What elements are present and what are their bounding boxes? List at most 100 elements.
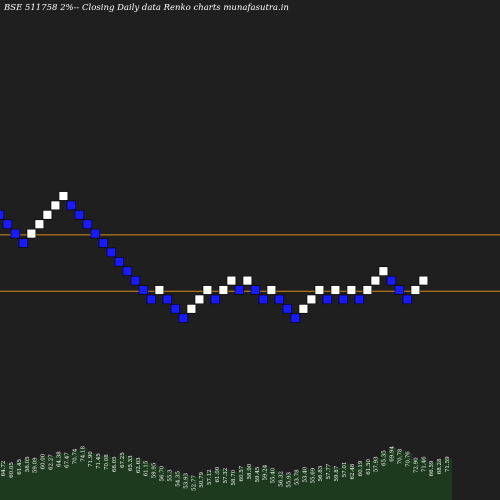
renko-brick-up [362,285,373,295]
volume-label: 60.19 [358,460,364,476]
renko-brick-down [178,313,189,323]
renko-brick-down [74,210,85,220]
renko-brick-down [82,219,93,229]
volume-label: 62.27 [49,454,55,470]
volume-area [0,448,452,500]
renko-brick-up [202,285,213,295]
renko-brick-up [314,285,325,295]
renko-brick-up [26,228,37,239]
renko-brick-up [154,285,165,295]
renko-brick-down [0,210,5,220]
volume-label: 62.48 [350,463,356,479]
volume-label: 53.78 [294,469,300,485]
volume-label: 55.3 [168,469,174,482]
renko-brick-down [10,228,21,239]
renko-brick-down [66,200,77,211]
volume-label: 68.28 [437,458,443,474]
volume-label: 50.79 [199,472,205,488]
renko-brick-down [338,294,349,305]
volume-label: 71.46 [421,456,427,472]
volume-label: 57.77 [326,463,332,479]
renko-brick-up [346,285,357,295]
volume-label: 74.18 [80,446,86,462]
volume-label: 59.24 [263,464,269,480]
renko-brick-down [170,304,181,314]
volume-label: 66.59 [429,460,435,476]
renko-brick-down [386,275,397,286]
renko-brick-down [394,285,405,295]
renko-brick-up [42,210,53,220]
renko-brick-down [18,238,29,248]
volume-label: 67.47 [64,452,70,468]
volume-label: 55.40 [271,467,277,483]
renko-brick-down [122,266,133,276]
volume-label: 57.12 [207,469,213,485]
volume-label: 53.40 [302,466,308,482]
volume-label: 59.87 [334,465,340,481]
renko-brick-down [162,294,173,305]
renko-brick-up [186,304,197,314]
volume-label: 52.77 [191,475,197,491]
renko-brick-up [242,275,253,286]
volume-label: 58.90 [247,463,253,479]
volume-label: 67.25 [120,452,126,468]
volume-label: 71.45 [96,453,102,469]
volume-label: 61.15 [144,460,150,476]
renko-brick-down [402,294,413,305]
volume-label: 54.35 [176,471,182,487]
volume-label: 64.38 [57,451,63,467]
volume-label: 65.33 [128,455,134,471]
volume-label: 56.83 [318,465,324,481]
volume-label: 60.00 [41,453,47,469]
renko-brick-down [354,294,365,305]
volume-label: 60.05 [9,462,15,478]
volume-label: 57.93 [374,456,380,472]
volume-label: 61.50 [366,459,372,475]
volume-label: 70.08 [104,454,110,470]
volume-label: 61.00 [215,466,221,482]
renko-brick-down [282,304,293,314]
renko-brick-up [266,285,277,295]
renko-brick-up [410,285,421,295]
volume-label: 61.45 [17,459,23,475]
renko-brick-up [378,266,389,276]
volume-label: 55.93 [287,472,293,488]
renko-brick-down [210,294,221,305]
volume-label: 53.93 [183,473,189,489]
renko-brick-up [218,285,229,295]
renko-brick-down [258,294,269,305]
renko-brick-up [194,294,205,305]
volume-label: 56.70 [160,465,166,481]
renko-brick-up [58,191,69,201]
volume-label: 70.74 [72,448,78,464]
volume-label: 59.09 [33,457,39,473]
volume-label: 57.01 [342,462,348,478]
renko-brick-up [330,285,341,295]
renko-brick-down [114,257,125,267]
volume-label: 62.63 [136,457,142,473]
volume-label: 69.94 [390,446,396,462]
volume-label: 71.59 [445,456,451,472]
volume-label: 65.35 [382,450,388,466]
volume-label: 68.05 [112,456,118,472]
renko-brick-down [234,285,245,295]
volume-label: 72.90 [413,457,419,473]
renko-brick-down [138,285,149,295]
renko-brick-down [322,294,333,305]
volume-label: 64.72 [1,461,7,477]
renko-brick-down [250,285,261,295]
chart-title: BSE 511758 2%-- Closing Daily data Renko… [4,3,289,13]
volume-label: 71.90 [88,451,94,467]
volume-label: 58.70 [231,469,237,485]
renko-brick-up [298,304,309,314]
renko-brick-up [226,275,237,286]
renko-brick-down [146,294,157,305]
volume-label: 56.32 [279,471,285,487]
volume-label: 70.78 [398,448,404,464]
renko-brick-down [106,247,117,258]
renko-brick-up [370,275,381,286]
renko-brick-down [130,275,141,286]
renko-brick-down [290,313,301,323]
